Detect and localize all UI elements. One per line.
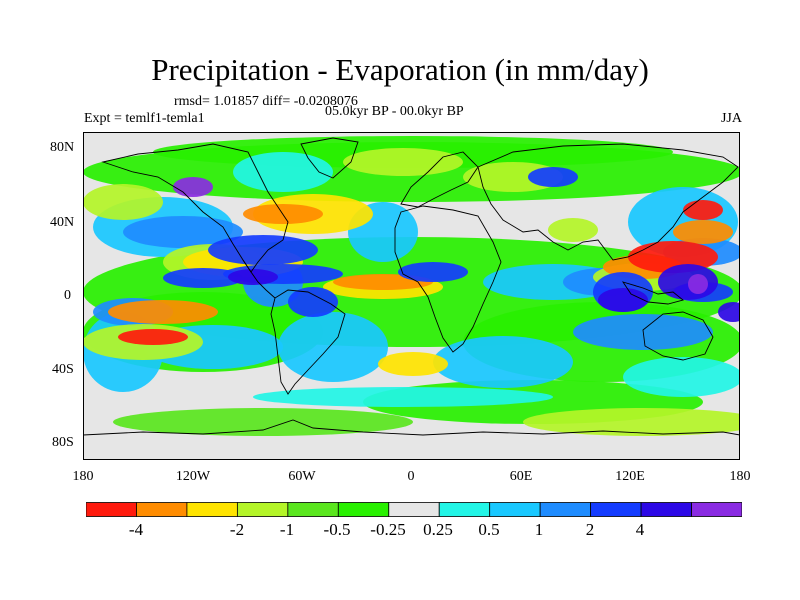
contour-region — [343, 148, 463, 176]
contour-region — [548, 218, 598, 242]
contour-region — [528, 167, 578, 187]
contour-region — [688, 274, 708, 294]
contour-region — [598, 288, 648, 312]
colorbar-label-0-25: 0.25 — [423, 520, 453, 539]
contour-region — [398, 262, 468, 282]
colorbar-box — [590, 502, 642, 517]
contour-region — [113, 408, 413, 436]
plot-title: Precipitation - Evaporation (in mm/day) — [151, 52, 649, 87]
coastlines — [83, 137, 740, 436]
map-plot-area — [83, 132, 740, 460]
season-label: JJA — [720, 111, 742, 126]
lon-label-180e: 180 — [729, 469, 751, 484]
contour-fields — [83, 136, 740, 436]
colorbar-box — [388, 502, 440, 517]
contour-region — [623, 357, 740, 397]
central-america-coast — [242, 259, 276, 299]
colorbar-box — [136, 502, 188, 517]
colorbar-box — [640, 502, 692, 517]
map-frame — [83, 132, 740, 460]
colorbar-label-minus1: -1 — [279, 520, 295, 539]
contour-region — [378, 352, 448, 376]
colorbar-box — [539, 502, 592, 517]
colorbar-label-1: 1 — [534, 520, 544, 539]
contour-region — [718, 302, 740, 322]
greenland-coast — [300, 137, 359, 179]
contour-region — [118, 329, 188, 345]
contour-region — [523, 408, 740, 436]
colorbar-label-0-5: 0.5 — [478, 520, 500, 539]
lon-label-120w: 120W — [175, 469, 211, 484]
lon-label-180w: 180 — [72, 469, 94, 484]
south-america-coast — [270, 289, 346, 395]
time-period-label: 05.0kyr BP - 00.0kyr BP — [325, 104, 464, 119]
lon-label-120e: 120E — [615, 469, 645, 484]
asia-coast — [477, 143, 739, 261]
colorbar-box — [489, 502, 541, 517]
colorbar-box — [438, 502, 491, 517]
colorbar-box — [86, 502, 137, 517]
colorbar-label-minus4: -4 — [128, 520, 144, 539]
contour-region — [163, 268, 243, 288]
indonesia-coast — [621, 281, 684, 305]
colorbar-box — [287, 502, 339, 517]
contour-region — [253, 387, 553, 407]
contour-region — [683, 200, 723, 220]
contour-region — [433, 336, 573, 388]
colorbar-label-4: 4 — [635, 520, 645, 539]
colorbar-box — [337, 502, 390, 517]
colorbar-boxes — [86, 502, 742, 517]
lon-label-0: 0 — [407, 469, 415, 484]
colorbar-label-minus2: -2 — [229, 520, 245, 539]
contour-region — [173, 177, 213, 197]
antarctica-coast — [83, 419, 740, 436]
contour-region — [233, 152, 333, 192]
north-america-coast — [101, 143, 289, 273]
lon-label-60e: 60E — [509, 469, 533, 484]
lat-label-80n: 80N — [50, 140, 75, 155]
australia-coast — [642, 311, 714, 361]
colorbar-label-minus0-25: -0.25 — [370, 520, 406, 539]
contour-region — [208, 235, 318, 265]
lat-label-40s: 40S — [52, 362, 74, 377]
contour-region — [83, 184, 163, 220]
africa-coast — [394, 205, 502, 353]
experiment-label: Expt = temlf1-temla1 — [84, 111, 205, 126]
lat-label-0: 0 — [64, 288, 71, 303]
contour-region — [673, 220, 733, 244]
lat-label-80s: 80S — [52, 435, 74, 450]
colorbar — [86, 502, 742, 517]
contour-region — [278, 312, 388, 382]
colorbar-box — [236, 502, 289, 517]
contour-region — [658, 264, 718, 300]
colorbar-label-minus0-5: -0.5 — [323, 520, 351, 539]
contour-region — [228, 269, 278, 285]
contour-region — [288, 287, 338, 317]
lon-label-60w: 60W — [288, 469, 316, 484]
colorbar-box — [186, 502, 238, 517]
colorbar-box — [691, 502, 742, 517]
rmsd-diff-stats: rmsd= 1.01857 diff= -0.0208076 — [174, 94, 358, 109]
lat-label-40n: 40N — [50, 215, 75, 230]
contour-region — [108, 300, 218, 324]
contour-region — [123, 216, 243, 248]
colorbar-label-2: 2 — [585, 520, 595, 539]
